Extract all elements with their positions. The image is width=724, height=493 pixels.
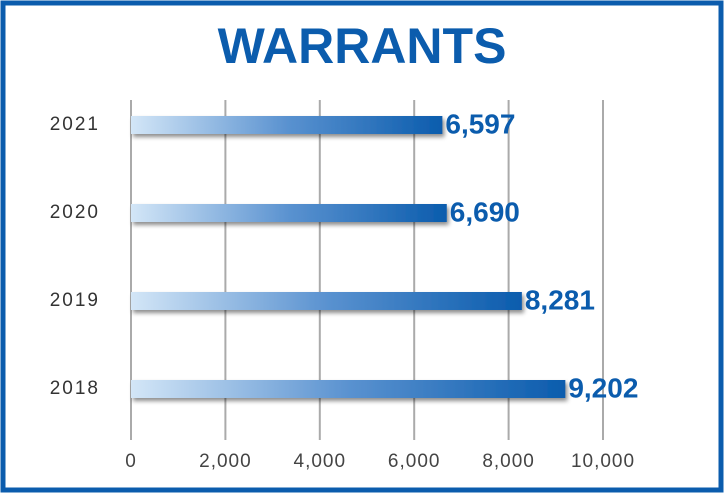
y-tick-label: 2019	[50, 290, 100, 311]
chart-title: WARRANTS	[218, 18, 507, 74]
x-tick-label: 2,000	[199, 451, 252, 472]
y-tick-label: 2021	[50, 114, 100, 135]
bar	[131, 116, 443, 134]
x-tick-label: 10,000	[571, 451, 635, 472]
x-tick-label: 4,000	[294, 451, 347, 472]
bar	[131, 204, 447, 222]
y-tick-label: 2020	[50, 202, 100, 223]
x-tick-label: 0	[125, 451, 137, 472]
y-tick-label: 2018	[50, 378, 100, 399]
bar	[131, 380, 566, 398]
value-label: 6,690	[450, 196, 520, 227]
x-tick-label: 8,000	[482, 451, 535, 472]
value-label: 8,281	[525, 284, 595, 315]
value-label: 9,202	[568, 372, 638, 403]
x-tick-label: 6,000	[388, 451, 441, 472]
value-label: 6,597	[445, 108, 515, 139]
bar	[131, 292, 522, 310]
